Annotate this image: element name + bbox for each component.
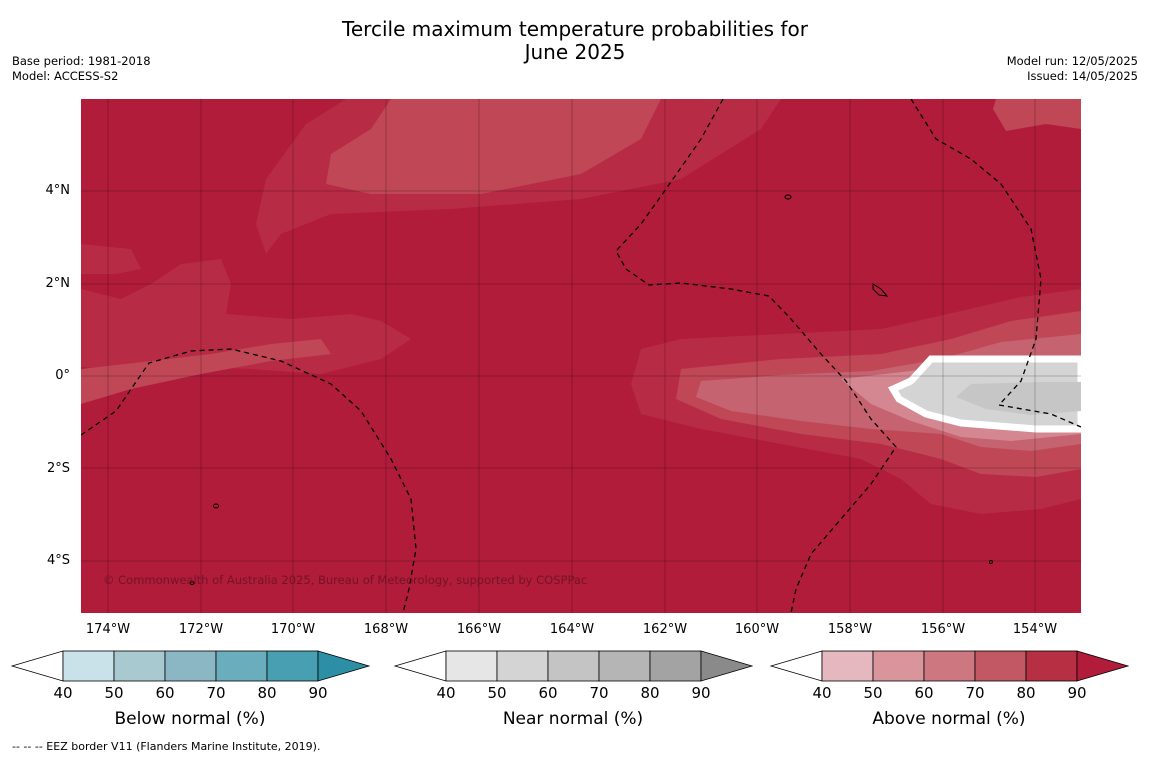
colorbar-cell	[62, 650, 115, 682]
lat-label-4n: 4°N	[45, 183, 71, 198]
islands	[189, 194, 993, 585]
issued-date: Issued: 14/05/2025	[1027, 69, 1138, 83]
eez-borders	[81, 99, 1081, 613]
colorbar-cell	[974, 650, 1027, 682]
copyright-notice: © Commonwealth of Australia 2025, Bureau…	[103, 573, 587, 587]
model-name: Model: ACCESS-S2	[12, 69, 119, 83]
colorbar-tick-label: 60	[914, 684, 934, 702]
colorbar-tick-label: 90	[308, 684, 328, 702]
eez-border-central	[615, 99, 897, 613]
colorbar-tick-label: 50	[863, 684, 883, 702]
lon-label: 154°W	[1012, 622, 1058, 637]
colorbar-cell	[445, 650, 498, 682]
colorbar-tick-label: 80	[257, 684, 277, 702]
colorbar-tick-label: 90	[691, 684, 711, 702]
shade-northeast	[993, 99, 1081, 131]
colorbar-under-triangle	[394, 650, 447, 682]
colorbar-below	[11, 650, 370, 682]
lon-label: 168°W	[363, 622, 409, 637]
probability-map: © Commonwealth of Australia 2025, Bureau…	[81, 99, 1081, 613]
colorbar-tick-label: 70	[206, 684, 226, 702]
colorbar-under-triangle	[11, 650, 64, 682]
lat-label-2s: 2°S	[46, 461, 70, 476]
colorbar-cell	[266, 650, 319, 682]
lat-label-4s: 4°S	[46, 553, 70, 568]
colorbar-cell	[598, 650, 651, 682]
footer-note: -- -- -- EEZ border V11 (Flanders Marine…	[12, 740, 321, 753]
lon-label: 164°W	[549, 622, 595, 637]
colorbar-tick-label: 60	[155, 684, 175, 702]
lon-label: 156°W	[920, 622, 966, 637]
colorbar-title-above: Above normal (%)	[872, 709, 1026, 729]
colorbar-cell	[1025, 650, 1078, 682]
chart-title: Tercile maximum temperature probabilitie…	[0, 18, 1150, 64]
colorbar-tick-label: 80	[1016, 684, 1036, 702]
colorbar-near	[394, 650, 753, 682]
island	[189, 581, 195, 585]
eez-border-east	[910, 99, 1081, 428]
gridlines	[81, 99, 1081, 613]
colorbar-tick-label: 90	[1067, 684, 1087, 702]
lon-label: 158°W	[827, 622, 873, 637]
colorbar-tick-label: 40	[53, 684, 73, 702]
colorbar-cell	[923, 650, 976, 682]
shade-west-band-2	[81, 259, 411, 374]
colorbar-under-triangle	[770, 650, 823, 682]
island	[872, 283, 889, 297]
colorbar-tick-label: 50	[487, 684, 507, 702]
colorbar-cell	[872, 650, 925, 682]
colorbar-cell	[113, 650, 166, 682]
colorbar-over-triangle	[1076, 650, 1129, 682]
meta-right: Model run: 12/05/2025 Issued: 14/05/2025	[1007, 54, 1138, 84]
colorbar-cell	[547, 650, 600, 682]
colorbar-cell	[496, 650, 549, 682]
colorbar-tick-label: 40	[436, 684, 456, 702]
shade-west-band	[81, 244, 141, 274]
lon-label: 160°W	[734, 622, 780, 637]
colorbar-tick-label: 70	[589, 684, 609, 702]
colorbar-tick-label: 50	[104, 684, 124, 702]
meta-left: Base period: 1981-2018 Model: ACCESS-S2	[12, 54, 151, 84]
title-line-1: Tercile maximum temperature probabilitie…	[342, 17, 808, 41]
colorbar-title-near: Near normal (%)	[502, 709, 644, 729]
colorbar-over-triangle	[317, 650, 370, 682]
lat-label-2n: 2°N	[45, 276, 71, 291]
title-line-2: June 2025	[524, 40, 626, 64]
colorbar-title-below: Below normal (%)	[114, 709, 266, 729]
base-period: Base period: 1981-2018	[12, 54, 151, 68]
colorbar-tick-label: 70	[965, 684, 985, 702]
lon-label: 166°W	[456, 622, 502, 637]
lon-label: 170°W	[270, 622, 316, 637]
lon-label: 172°W	[178, 622, 224, 637]
eez-border-west	[81, 348, 417, 613]
colorbar-tick-label: 40	[812, 684, 832, 702]
model-run: Model run: 12/05/2025	[1006, 54, 1138, 68]
colorbar-cell	[164, 650, 217, 682]
colorbar-cell	[649, 650, 702, 682]
island	[784, 194, 792, 200]
island	[213, 503, 219, 509]
colorbar-above	[770, 650, 1129, 682]
colorbar-tick-label: 60	[538, 684, 558, 702]
shade-north-band-inner	[326, 99, 661, 194]
colorbar-cell	[821, 650, 874, 682]
near-normal-inner	[956, 382, 1081, 415]
lat-label-0: 0°	[55, 368, 70, 383]
lon-label: 162°W	[642, 622, 688, 637]
lon-label: 174°W	[85, 622, 131, 637]
colorbar-over-triangle	[700, 650, 753, 682]
colorbar-tick-label: 80	[640, 684, 660, 702]
colorbar-cell	[215, 650, 268, 682]
island	[989, 560, 993, 564]
shade-west-band-inner	[81, 339, 331, 404]
